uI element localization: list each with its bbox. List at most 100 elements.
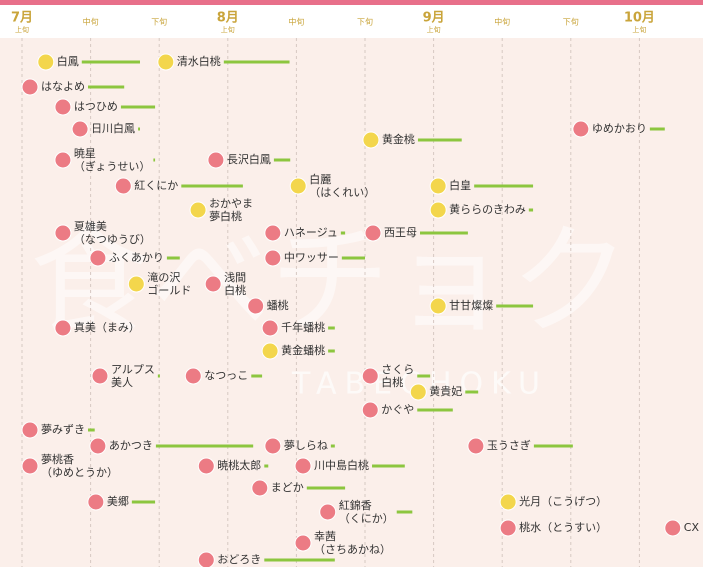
peach-icon bbox=[261, 319, 279, 337]
peach-icon bbox=[361, 401, 379, 419]
variety-label: 美郷 bbox=[107, 494, 129, 508]
x-tick-label: 下旬 bbox=[151, 17, 167, 27]
variety-label: 美人 bbox=[111, 376, 133, 389]
variety-label: ハネージュ bbox=[284, 226, 338, 239]
x-tick-label: 中旬 bbox=[494, 17, 510, 27]
peach-icon bbox=[429, 177, 447, 195]
variety-label: 紅錦香 bbox=[339, 498, 372, 512]
variety-label: （さちあかね） bbox=[314, 543, 391, 556]
x-tick-label: 中旬 bbox=[288, 17, 304, 27]
variety-label: 黄ららのきわみ bbox=[449, 202, 526, 216]
peach-icon bbox=[89, 249, 107, 267]
variety-label: 暁桃太郎 bbox=[217, 458, 261, 472]
peach-icon bbox=[197, 457, 215, 475]
x-tick-label: 上旬 bbox=[632, 25, 646, 34]
peach-icon bbox=[294, 457, 312, 475]
peach-icon bbox=[54, 98, 72, 116]
variety-label: なつっこ bbox=[204, 369, 248, 382]
peach-icon bbox=[189, 201, 207, 219]
peach-icon bbox=[21, 78, 39, 96]
top-stripe bbox=[0, 0, 703, 5]
peach-icon bbox=[204, 275, 222, 293]
peach-icon bbox=[499, 519, 517, 537]
variety-label: 白鳳 bbox=[57, 54, 79, 68]
peach-icon bbox=[54, 319, 72, 337]
x-tick-label: 上旬 bbox=[427, 25, 441, 34]
variety-label: （ぎょうせい） bbox=[74, 159, 150, 173]
peach-icon bbox=[197, 551, 215, 567]
peach-icon bbox=[21, 457, 39, 475]
x-tick-label: 下旬 bbox=[563, 17, 579, 27]
variety-label: 甘甘燦燦 bbox=[449, 299, 493, 312]
variety-label: 中ワッサー bbox=[284, 251, 339, 264]
variety-label: アルプス bbox=[111, 363, 155, 376]
variety-label: 川中島白桃 bbox=[314, 458, 369, 472]
variety-label: おどろき bbox=[217, 553, 261, 566]
peach-icon bbox=[264, 249, 282, 267]
peach-icon bbox=[319, 503, 337, 521]
peach-icon bbox=[429, 297, 447, 315]
variety-label: 玉うさぎ bbox=[487, 438, 531, 452]
variety-label: 夢白桃 bbox=[209, 209, 242, 223]
peach-icon bbox=[71, 120, 89, 138]
peach-icon bbox=[247, 297, 265, 315]
peach-icon bbox=[362, 131, 380, 149]
peach-icon bbox=[89, 437, 107, 455]
variety-label: （はくれい） bbox=[309, 186, 375, 199]
variety-label: ゆめかおり bbox=[592, 122, 647, 135]
variety-label: ふくあかり bbox=[109, 251, 164, 264]
peach-icon bbox=[409, 383, 427, 401]
variety-label: 黄貴妃 bbox=[429, 384, 462, 398]
variety-label: 白麗 bbox=[309, 172, 331, 186]
peach-icon bbox=[207, 151, 225, 169]
variety-label: 光月（こうげつ） bbox=[519, 494, 607, 508]
variety-label: おかやま bbox=[209, 197, 253, 210]
variety-label: （なつゆうび） bbox=[74, 233, 151, 246]
peach-icon bbox=[54, 151, 72, 169]
peach-icon bbox=[157, 53, 175, 71]
variety-label: 夢みずき bbox=[41, 423, 85, 436]
variety-label: （ゆめとうか） bbox=[41, 466, 118, 479]
peach-icon bbox=[294, 534, 312, 552]
peach-icon bbox=[261, 342, 279, 360]
variety-label: 日川白鳳 bbox=[91, 121, 135, 135]
variety-label: 桃水（とうすい） bbox=[519, 520, 607, 534]
peach-icon bbox=[467, 437, 485, 455]
variety-label: 幸茜 bbox=[314, 530, 336, 543]
variety-label: （くにか） bbox=[339, 512, 394, 525]
peach-icon bbox=[264, 224, 282, 242]
variety-label: 蟠桃 bbox=[267, 298, 289, 312]
peach-icon bbox=[361, 367, 379, 385]
peach-icon bbox=[429, 201, 447, 219]
variety-label: 夢桃香 bbox=[41, 452, 74, 466]
variety-label: まどか bbox=[271, 481, 304, 494]
peach-icon bbox=[87, 493, 105, 511]
month-label: 7月 bbox=[11, 11, 33, 26]
x-tick-label: 上旬 bbox=[221, 25, 235, 34]
peach-icon bbox=[54, 224, 72, 242]
month-label: 8月 bbox=[217, 11, 239, 26]
variety-label: CX bbox=[684, 521, 700, 534]
peach-icon bbox=[364, 224, 382, 242]
variety-label: 紅くにか bbox=[134, 179, 178, 192]
peach-icon bbox=[289, 177, 307, 195]
x-tick-label: 下旬 bbox=[357, 17, 373, 27]
variety-label: 清水白桃 bbox=[177, 54, 221, 68]
peach-icon bbox=[499, 493, 517, 511]
variety-label: 黄金桃 bbox=[382, 132, 415, 146]
peach-icon bbox=[572, 120, 590, 138]
variety-label: 暁星 bbox=[74, 147, 96, 160]
variety-label: 浅間 bbox=[224, 271, 246, 284]
peach-icon bbox=[251, 479, 269, 497]
variety-label: かぐや bbox=[381, 403, 414, 416]
peach-icon bbox=[21, 421, 39, 439]
variety-label: 黄金蟠桃 bbox=[281, 343, 325, 357]
month-label: 9月 bbox=[423, 11, 445, 26]
peach-icon bbox=[37, 53, 55, 71]
peach-icon bbox=[114, 177, 132, 195]
variety-label: あかつき bbox=[109, 439, 153, 452]
variety-label: はなよめ bbox=[41, 80, 85, 93]
variety-label: ゴールド bbox=[147, 283, 191, 297]
variety-label: 白皇 bbox=[449, 178, 471, 192]
variety-label: 白桃 bbox=[224, 283, 246, 297]
